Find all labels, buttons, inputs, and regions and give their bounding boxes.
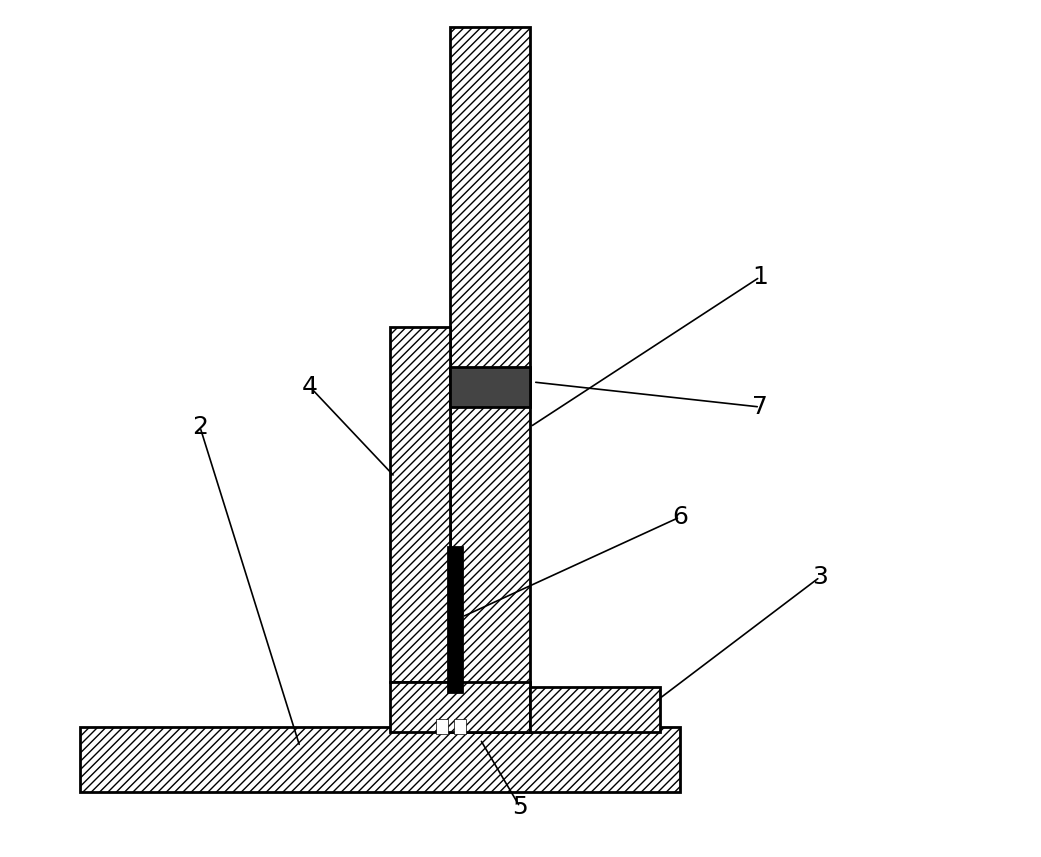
Bar: [450, 367, 530, 407]
Bar: [390, 682, 530, 732]
Bar: [450, 27, 530, 732]
Bar: [390, 327, 450, 682]
Bar: [448, 547, 462, 692]
Text: 7: 7: [752, 395, 768, 419]
Bar: [530, 687, 660, 732]
Bar: [436, 719, 448, 734]
Text: 6: 6: [672, 505, 688, 529]
Text: 5: 5: [512, 795, 528, 819]
Bar: [454, 719, 466, 734]
Text: 4: 4: [302, 375, 318, 399]
Text: 1: 1: [752, 265, 768, 289]
Text: 3: 3: [812, 565, 828, 589]
Bar: [80, 727, 680, 792]
Text: 2: 2: [192, 415, 208, 439]
